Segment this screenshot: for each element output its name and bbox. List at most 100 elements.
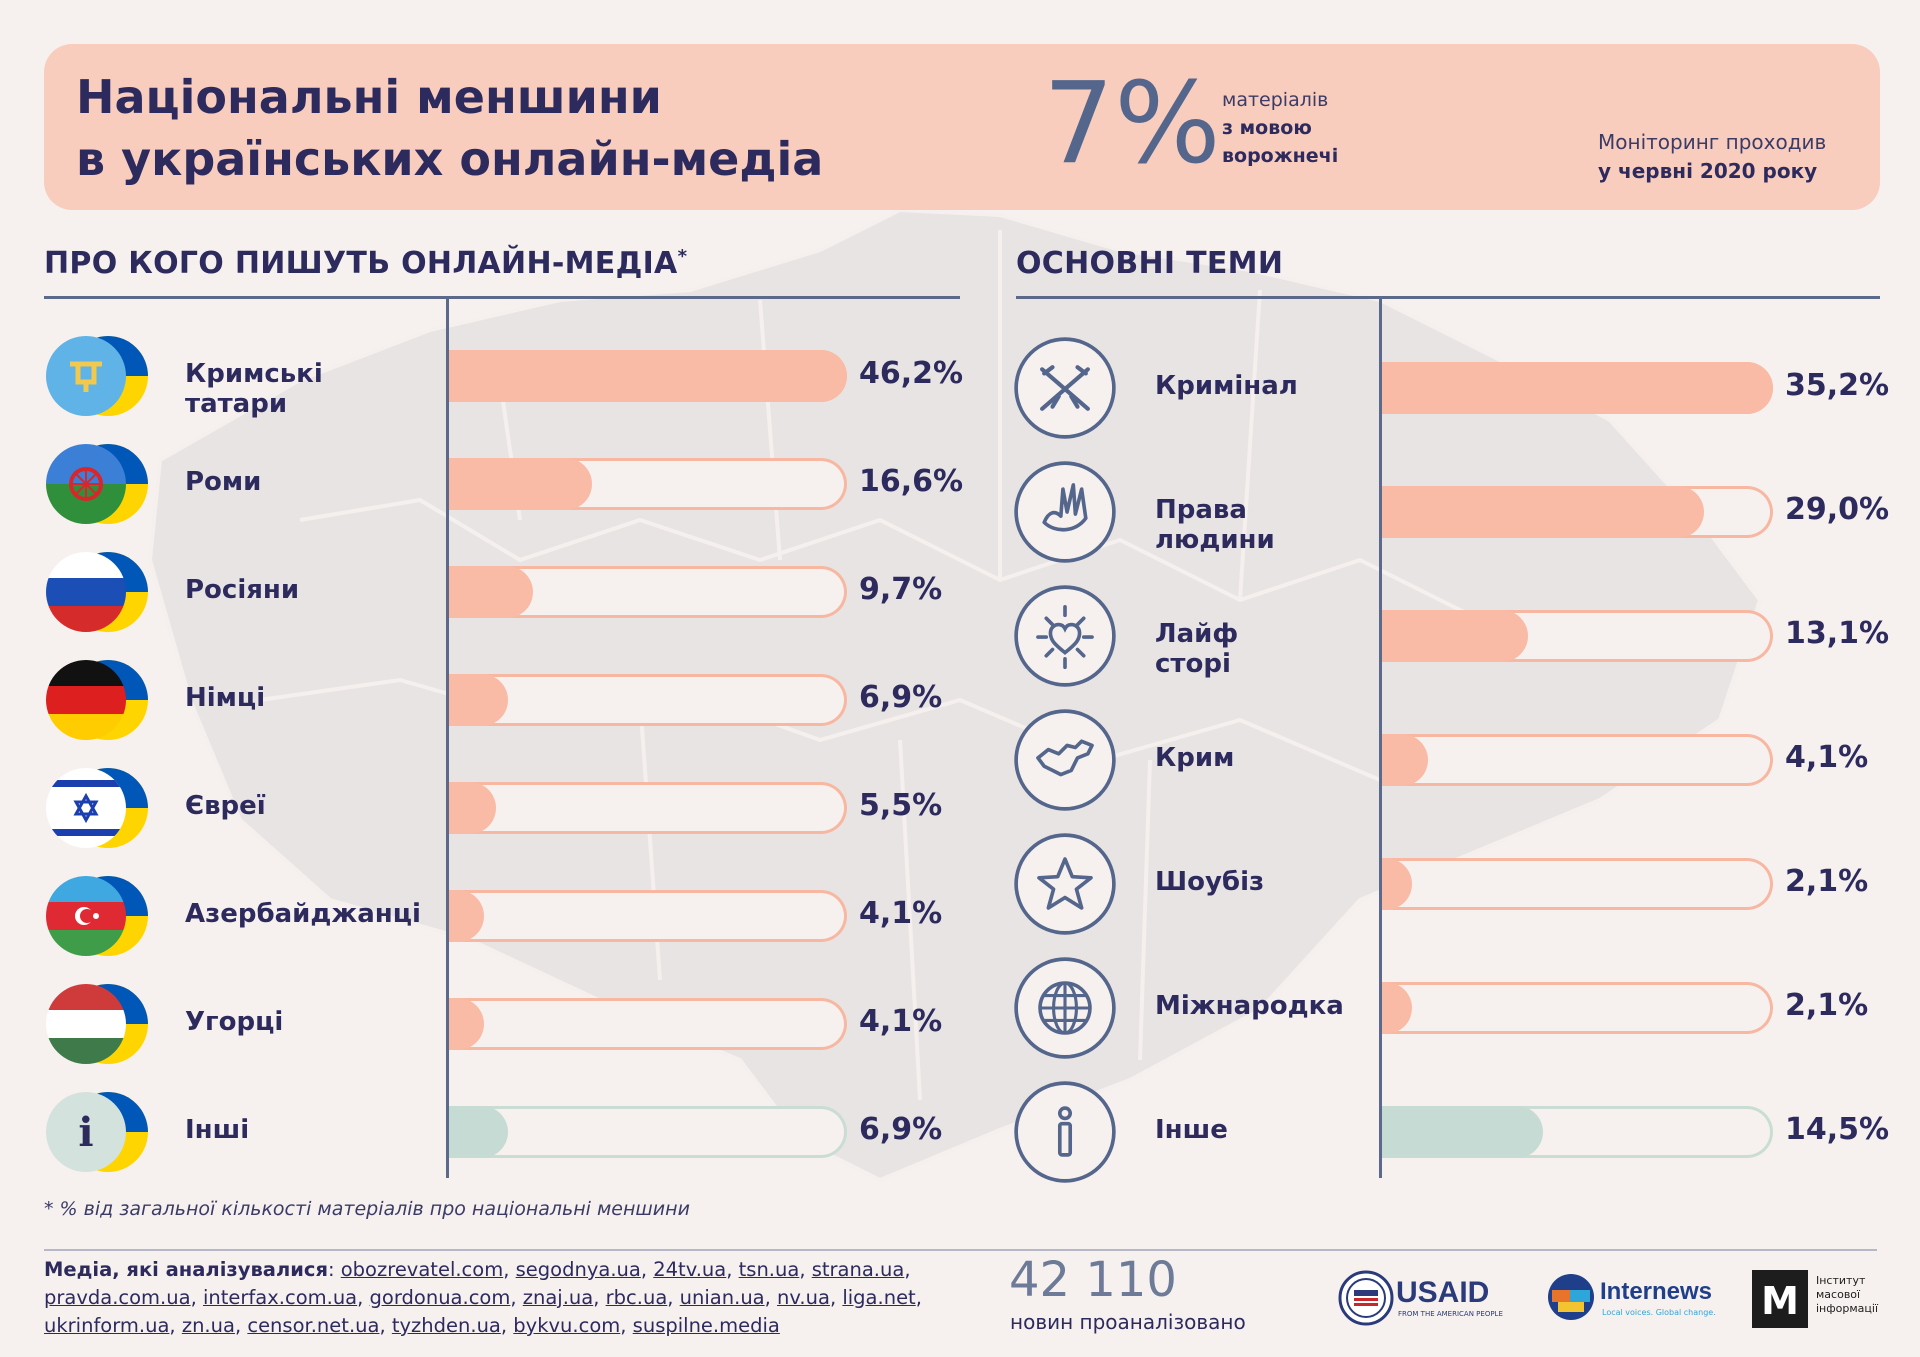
- footnote-mark: *: [677, 246, 688, 267]
- value-label: 13,1%: [1785, 616, 1890, 651]
- israel-flag-icon: [44, 766, 152, 850]
- media-site-link[interactable]: suspilne.media: [632, 1314, 780, 1337]
- value-label: 46,2%: [859, 356, 964, 391]
- media-site-link[interactable]: 24tv.ua: [653, 1258, 727, 1281]
- value-label: 35,2%: [1785, 368, 1890, 403]
- bar: [449, 566, 533, 618]
- russia-flag-icon: [44, 550, 152, 634]
- bar: [449, 998, 485, 1050]
- left-axis-line: [446, 298, 449, 1178]
- bar-track: [1382, 1106, 1773, 1158]
- value-label: 16,6%: [859, 464, 964, 499]
- internews-logo: Internews Local voices. Global change.: [1546, 1272, 1726, 1326]
- hungary-flag-icon: [44, 982, 152, 1066]
- note-line-2: з мовою: [1222, 117, 1312, 139]
- bar: [449, 350, 847, 402]
- crossed-rifles-icon: [1013, 336, 1117, 440]
- media-site-link[interactable]: interfax.com.ua: [202, 1286, 358, 1309]
- monitoring-period: Моніторинг проходив у червні 2020 року: [1598, 128, 1826, 186]
- media-site-link[interactable]: nv.ua: [777, 1286, 830, 1309]
- bar-track: [449, 566, 847, 618]
- media-site-link[interactable]: znaj.ua: [522, 1286, 594, 1309]
- category-label: Шоубіз: [1155, 867, 1265, 897]
- value-label: 2,1%: [1785, 988, 1869, 1023]
- bar-track: [1382, 858, 1773, 910]
- category-label: Азербайджанці: [185, 899, 421, 929]
- title-line-2: в українських онлайн-медіа: [76, 132, 824, 186]
- header-banner: [44, 44, 1880, 210]
- page-title: Національні меншини в українських онлайн…: [76, 66, 823, 190]
- info-icon: i: [44, 1090, 152, 1174]
- media-site-link[interactable]: liga.net: [842, 1286, 916, 1309]
- dove-hand-icon: [1013, 460, 1117, 564]
- bar-track: [449, 458, 847, 510]
- media-site-link[interactable]: unian.ua: [679, 1286, 765, 1309]
- crimea-map-icon: [1013, 708, 1117, 812]
- left-section-title-text: ПРО КОГО ПИШУТЬ ОНЛАЙН-МЕДІА: [44, 246, 678, 281]
- news-count: 42 110: [1009, 1252, 1177, 1308]
- roma-flag-icon: [44, 442, 152, 526]
- bar: [449, 890, 485, 942]
- bar-track: [449, 890, 847, 942]
- category-label: Євреї: [185, 791, 266, 821]
- heart-sun-icon: [1013, 584, 1117, 688]
- azerbaijan-flag-icon: [44, 874, 152, 958]
- media-site-link[interactable]: bykvu.com: [513, 1314, 621, 1337]
- imi-mark: M: [1752, 1270, 1808, 1328]
- media-site-link[interactable]: strana.ua: [811, 1258, 905, 1281]
- media-site-link[interactable]: tsn.ua: [738, 1258, 800, 1281]
- star-icon: [1013, 832, 1117, 936]
- usaid-seal-icon: [1338, 1270, 1394, 1326]
- media-site-link[interactable]: rbc.ua: [605, 1286, 668, 1309]
- bar: [1382, 982, 1412, 1034]
- category-label: Міжнародка: [1155, 991, 1344, 1021]
- svg-text:i: i: [78, 1109, 93, 1156]
- bottom-divider: [44, 1249, 1877, 1251]
- bar: [1382, 362, 1773, 414]
- bar-track: [449, 350, 847, 402]
- note-line-3: ворожнечі: [1222, 145, 1339, 167]
- media-list-lead: Медіа, які аналізувалися: [44, 1258, 328, 1281]
- internews-name: Internews: [1600, 1278, 1713, 1305]
- hate-speech-percent: 7%: [1043, 59, 1221, 189]
- bar: [1382, 1106, 1544, 1158]
- bar: [449, 782, 497, 834]
- category-label: Кримінал: [1155, 371, 1298, 401]
- internews-mark-icon: [1548, 1274, 1594, 1320]
- monitor-line-1: Моніторинг проходив: [1598, 130, 1827, 154]
- news-count-label: новин проаналізовано: [1010, 1310, 1246, 1334]
- imi-line-3: інформації: [1816, 1302, 1879, 1315]
- usaid-logo: USAID FROM THE AMERICAN PEOPLE: [1338, 1270, 1508, 1326]
- note-line-1: матеріалів: [1222, 89, 1329, 111]
- hate-speech-note: матеріалів з мовою ворожнечі: [1222, 86, 1338, 170]
- bar: [449, 1106, 509, 1158]
- media-site-link[interactable]: tyzhden.ua: [391, 1314, 501, 1337]
- bar-track: [1382, 486, 1773, 538]
- value-label: 6,9%: [859, 1112, 943, 1147]
- right-axis-line: [1379, 298, 1382, 1178]
- category-label: Лайф сторі: [1155, 619, 1239, 679]
- media-site-link[interactable]: pravda.com.ua: [44, 1286, 191, 1309]
- value-label: 4,1%: [859, 1004, 943, 1039]
- value-label: 2,1%: [1785, 864, 1869, 899]
- bar-track: [1382, 982, 1773, 1034]
- bar: [1382, 610, 1528, 662]
- bar-track: [1382, 734, 1773, 786]
- category-label: Інше: [1155, 1115, 1228, 1145]
- category-label: Росіяни: [185, 575, 300, 605]
- value-label: 4,1%: [1785, 740, 1869, 775]
- category-label: Німці: [185, 683, 266, 713]
- bar-track: [449, 998, 847, 1050]
- media-site-link[interactable]: zn.ua: [181, 1314, 235, 1337]
- media-site-link[interactable]: gordonua.com: [369, 1286, 511, 1309]
- media-site-link[interactable]: obozrevatel.com: [340, 1258, 504, 1281]
- media-site-link[interactable]: censor.net.ua: [247, 1314, 380, 1337]
- bar-track: [449, 1106, 847, 1158]
- monitor-line-2: у червні 2020 року: [1598, 159, 1818, 183]
- category-label: Права людини: [1155, 495, 1275, 555]
- media-site-link[interactable]: ukrinform.ua: [44, 1314, 170, 1337]
- media-site-link[interactable]: segodnya.ua: [515, 1258, 641, 1281]
- value-label: 29,0%: [1785, 492, 1890, 527]
- title-line-1: Національні меншини: [76, 70, 662, 124]
- bar: [1382, 734, 1428, 786]
